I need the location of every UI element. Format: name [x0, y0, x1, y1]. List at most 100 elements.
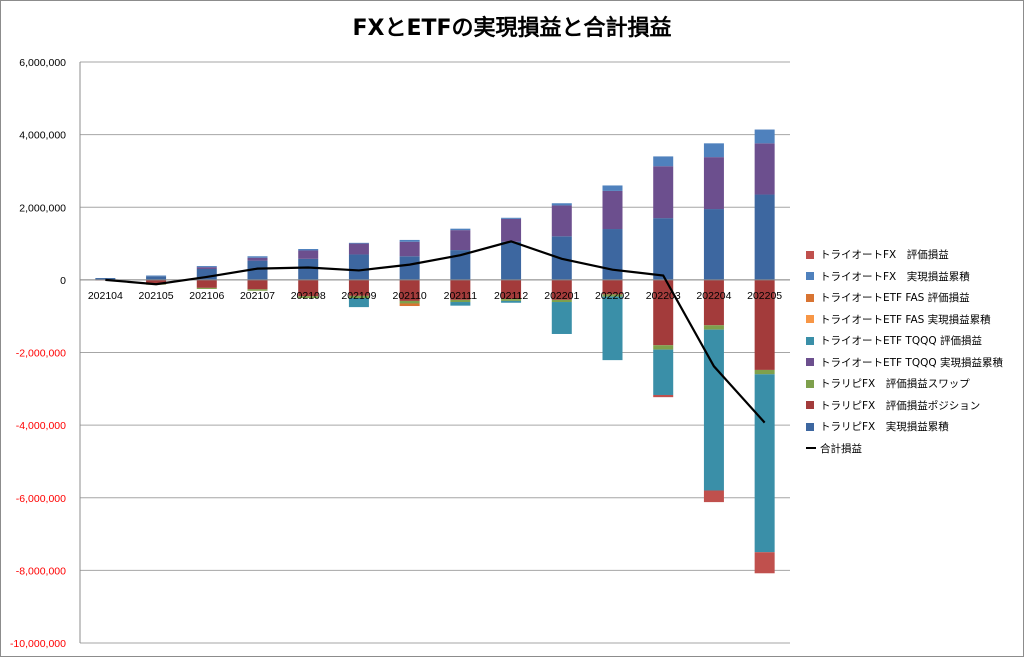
x-tick-label: 202110	[393, 290, 427, 302]
bar-segment	[754, 194, 775, 280]
bar-segment	[501, 241, 522, 280]
legend-label: トライオートFX 実現損益累積	[820, 270, 970, 283]
bar-segment	[450, 299, 471, 303]
x-tick-label: 202109	[341, 290, 376, 302]
bar-segment	[146, 279, 167, 285]
legend-swatch	[806, 401, 814, 410]
bar-segment	[399, 256, 420, 280]
bar-segment	[450, 302, 471, 306]
bar-segment	[602, 296, 623, 361]
bar-segment	[754, 143, 775, 195]
y-tick-label: 6,000,000	[19, 57, 66, 69]
bar-segment	[703, 279, 724, 326]
legend-swatch	[806, 250, 814, 259]
bar-segment	[450, 228, 471, 231]
bar-segment	[703, 209, 724, 280]
y-tick-label: -4,000,000	[16, 420, 66, 432]
bar-segment	[754, 279, 775, 370]
y-tick-label: -10,000,000	[10, 638, 66, 650]
bar-segment	[298, 296, 319, 299]
legend-item: トライオートETF TQQQ 実現損益累積	[806, 352, 1018, 374]
legend-swatch	[806, 315, 814, 324]
bar-segment	[196, 268, 217, 280]
bar-segment	[551, 299, 572, 303]
bar-segment	[348, 295, 369, 299]
y-tick-label: 4,000,000	[19, 130, 66, 142]
bar-segment	[146, 275, 167, 277]
legend-swatch	[806, 336, 814, 345]
legend-item: 合計損益	[806, 438, 1018, 460]
legend-item: トライオートETF TQQQ 評価損益	[806, 330, 1018, 352]
legend-item: トラリピFX 評価損益ポジション	[806, 395, 1018, 417]
y-tick-label: 0	[60, 275, 66, 287]
legend-label: トライオートFX 評価損益	[820, 249, 949, 262]
bar-segment	[196, 279, 217, 288]
bar-segment	[653, 166, 674, 219]
bar-segment	[653, 349, 674, 395]
bar-segment	[501, 279, 522, 300]
chart-title: FXとETFの実現損益と合計損益	[352, 16, 672, 41]
bar-segment	[754, 129, 775, 144]
bar-segment	[247, 260, 268, 280]
legend-label: トラリピFX 評価損益ポジション	[820, 399, 981, 412]
y-tick-label: -6,000,000	[16, 493, 66, 505]
bar-segment	[602, 294, 623, 297]
legend-swatch	[806, 379, 814, 388]
bar-segment	[602, 229, 623, 280]
bar-segment	[399, 239, 420, 242]
bar-segment	[196, 267, 217, 269]
y-tick-label: -2,000,000	[16, 348, 66, 360]
bar-segment	[703, 157, 724, 210]
bar-segment	[348, 254, 369, 280]
bar-segment	[399, 303, 420, 307]
bar-segment	[551, 205, 572, 237]
bar-segment	[653, 279, 674, 346]
bar-segment	[754, 552, 775, 574]
legend-item: トライオートETF FAS 実現損益累積	[806, 309, 1018, 331]
bar-segment	[501, 217, 522, 219]
y-tick-label: 2,000,000	[19, 202, 66, 214]
x-tick-label: 202106	[189, 290, 224, 302]
legend-swatch	[806, 358, 814, 367]
legend-line-swatch	[806, 447, 816, 450]
bar-segment	[95, 278, 116, 280]
legend-swatch	[806, 422, 814, 431]
bar-segment	[348, 298, 369, 308]
bar-segment	[450, 279, 471, 300]
bar-segment	[703, 143, 724, 158]
x-tick-label: 202205	[747, 290, 782, 302]
legend: トライオートFX 評価損益 トライオートFX 実現損益累積 トライオートETF FA…	[806, 244, 1018, 459]
x-tick-label: 202108	[291, 290, 326, 302]
bar-segment	[653, 156, 674, 167]
bar-segment	[399, 279, 420, 301]
bar-segment	[298, 279, 319, 297]
bar-segment	[501, 218, 522, 242]
legend-item: トラリピFX 評価損益スワップ	[806, 373, 1018, 395]
bar-segment	[602, 185, 623, 191]
bar-segment	[348, 242, 369, 244]
bar-segment	[348, 279, 369, 296]
bar-segment	[653, 218, 674, 280]
bar-segment	[196, 287, 217, 289]
bar-segment	[703, 329, 724, 491]
bar-segment	[450, 250, 471, 280]
x-tick-label: 202104	[88, 290, 123, 302]
legend-label: トライオートETF TQQQ 評価損益	[820, 335, 982, 348]
legend-label: トライオートETF FAS 評価損益	[820, 292, 970, 305]
bar-segment	[551, 279, 572, 300]
bar-segment	[703, 490, 724, 503]
x-tick-label: 202107	[240, 290, 275, 302]
legend-swatch	[806, 293, 814, 302]
bar-segment	[247, 257, 268, 261]
legend-label: トライオートETF FAS 実現損益累積	[820, 313, 991, 326]
bar-segment	[298, 258, 319, 280]
legend-label: 合計損益	[820, 442, 862, 455]
x-tick-label: 202112	[494, 290, 528, 302]
bar-segment	[551, 203, 572, 206]
bar-segment	[703, 325, 724, 330]
legend-item: トラリピFX 実現損益累積	[806, 416, 1018, 438]
bar-segment	[247, 289, 268, 291]
bar-segment	[298, 250, 319, 259]
bar-segment	[247, 279, 268, 290]
